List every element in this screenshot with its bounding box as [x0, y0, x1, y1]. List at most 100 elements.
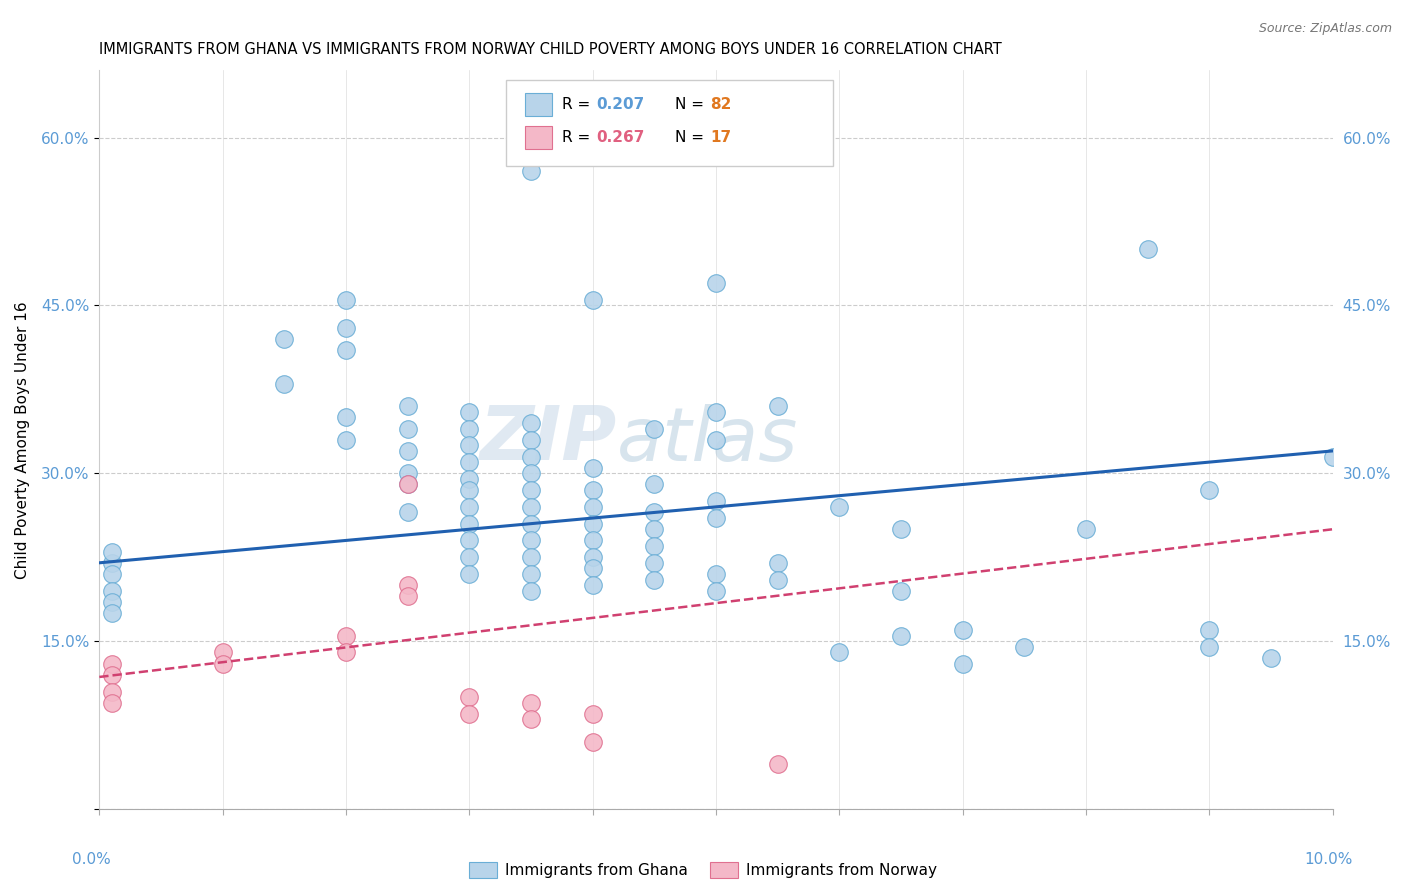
Point: [1260, 651, 1282, 665]
FancyBboxPatch shape: [524, 126, 553, 150]
Point: [704, 276, 727, 290]
Point: [458, 550, 481, 565]
Point: [1198, 483, 1220, 497]
Point: [766, 573, 789, 587]
Point: [396, 477, 419, 491]
Point: [582, 706, 605, 721]
Point: [520, 164, 543, 178]
Point: [582, 735, 605, 749]
Point: [211, 645, 233, 659]
Point: [100, 696, 122, 710]
Point: [643, 477, 665, 491]
Point: [458, 533, 481, 548]
Point: [100, 544, 122, 558]
Point: [952, 657, 974, 671]
Point: [582, 460, 605, 475]
Point: [100, 657, 122, 671]
Point: [643, 506, 665, 520]
Point: [1014, 640, 1036, 654]
Point: [643, 539, 665, 553]
Text: 82: 82: [710, 97, 731, 112]
Point: [890, 629, 912, 643]
Point: [100, 567, 122, 582]
Text: 0.267: 0.267: [596, 130, 645, 145]
Point: [396, 467, 419, 481]
Point: [1136, 243, 1159, 257]
Text: atlas: atlas: [617, 404, 799, 475]
Point: [643, 421, 665, 435]
Point: [335, 320, 357, 334]
Point: [643, 522, 665, 536]
FancyBboxPatch shape: [506, 80, 834, 167]
Point: [643, 573, 665, 587]
Point: [520, 500, 543, 514]
Point: [828, 500, 851, 514]
Point: [100, 684, 122, 698]
Point: [1074, 522, 1097, 536]
Point: [335, 433, 357, 447]
Text: Source: ZipAtlas.com: Source: ZipAtlas.com: [1258, 22, 1392, 36]
Point: [582, 500, 605, 514]
Point: [335, 343, 357, 358]
Point: [335, 629, 357, 643]
Point: [520, 550, 543, 565]
Point: [828, 645, 851, 659]
Point: [766, 556, 789, 570]
Point: [582, 550, 605, 565]
Point: [704, 405, 727, 419]
Point: [643, 556, 665, 570]
Point: [952, 623, 974, 637]
Point: [520, 433, 543, 447]
Point: [582, 533, 605, 548]
Point: [458, 438, 481, 452]
Point: [396, 444, 419, 458]
Point: [520, 450, 543, 464]
Text: 10.0%: 10.0%: [1305, 852, 1353, 867]
Point: [520, 696, 543, 710]
Y-axis label: Child Poverty Among Boys Under 16: Child Poverty Among Boys Under 16: [15, 301, 30, 579]
Point: [1322, 450, 1344, 464]
Text: 0.0%: 0.0%: [72, 852, 111, 867]
Point: [704, 433, 727, 447]
Point: [582, 293, 605, 307]
Point: [211, 657, 233, 671]
Point: [100, 667, 122, 681]
Point: [1198, 623, 1220, 637]
Point: [396, 506, 419, 520]
Point: [458, 483, 481, 497]
Point: [582, 561, 605, 575]
Text: 17: 17: [710, 130, 731, 145]
Point: [458, 567, 481, 582]
Point: [520, 416, 543, 430]
Point: [458, 500, 481, 514]
Point: [458, 706, 481, 721]
Point: [335, 293, 357, 307]
Point: [890, 583, 912, 598]
Text: IMMIGRANTS FROM GHANA VS IMMIGRANTS FROM NORWAY CHILD POVERTY AMONG BOYS UNDER 1: IMMIGRANTS FROM GHANA VS IMMIGRANTS FROM…: [100, 42, 1002, 57]
Text: ZIP: ZIP: [479, 403, 617, 476]
Point: [520, 483, 543, 497]
Point: [273, 332, 295, 346]
Point: [520, 713, 543, 727]
Point: [704, 583, 727, 598]
FancyBboxPatch shape: [524, 93, 553, 116]
Point: [396, 477, 419, 491]
Point: [458, 516, 481, 531]
Point: [520, 533, 543, 548]
Point: [766, 757, 789, 772]
Point: [100, 583, 122, 598]
Point: [100, 595, 122, 609]
Point: [100, 606, 122, 620]
Point: [458, 472, 481, 486]
Point: [520, 583, 543, 598]
Point: [396, 421, 419, 435]
Point: [704, 567, 727, 582]
Point: [335, 645, 357, 659]
Text: R =: R =: [562, 97, 595, 112]
Point: [704, 511, 727, 525]
Text: R =: R =: [562, 130, 595, 145]
Point: [458, 690, 481, 705]
Point: [766, 399, 789, 413]
Text: 0.207: 0.207: [596, 97, 645, 112]
Point: [458, 421, 481, 435]
